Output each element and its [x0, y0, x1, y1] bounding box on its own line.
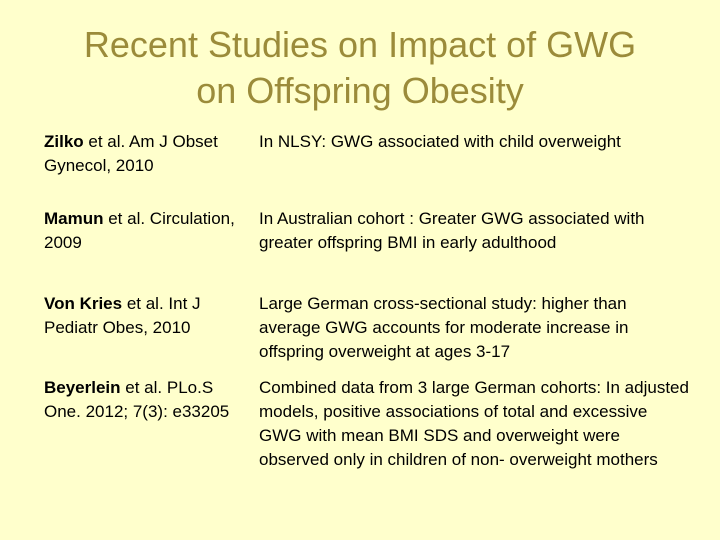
study-author: Zilko — [44, 132, 84, 151]
study-reference: et al. PLo.S One. 2012; 7(3): e33205 — [44, 378, 230, 421]
slide-title-line-1: Recent Studies on Impact of GWG — [83, 24, 637, 65]
study-finding: In Australian cohort : Greater GWG assoc… — [259, 209, 645, 252]
slide-title: Recent Studies on Impact of GWG on Offsp… — [20, 22, 700, 114]
study-citation: Beyerlein et al. PLo.S One. 2012; 7(3): … — [44, 376, 249, 424]
study-reference: et al. Int J Pediatr Obes, 2010 — [44, 294, 201, 337]
study-reference: et al. Am J Obset Gynecol, 2010 — [44, 132, 218, 175]
study-author: Von Kries — [44, 294, 123, 313]
study-author: Mamun — [44, 209, 104, 228]
study-citation: Zilko et al. Am J Obset Gynecol, 2010 — [44, 130, 249, 178]
study-author: Beyerlein — [44, 378, 121, 397]
slide-title-line-2: on Offspring Obesity — [196, 70, 524, 111]
study-finding: Combined data from 3 large German cohort… — [259, 378, 689, 469]
study-finding: Large German cross-sectional study: high… — [259, 294, 629, 361]
study-citation: Von Kries et al. Int J Pediatr Obes, 201… — [44, 292, 249, 340]
study-finding: In NLSY: GWG associated with child overw… — [259, 132, 621, 151]
study-reference: et al. Circulation, 2009 — [44, 209, 235, 252]
study-citation: Mamun et al. Circulation, 2009 — [44, 207, 249, 255]
